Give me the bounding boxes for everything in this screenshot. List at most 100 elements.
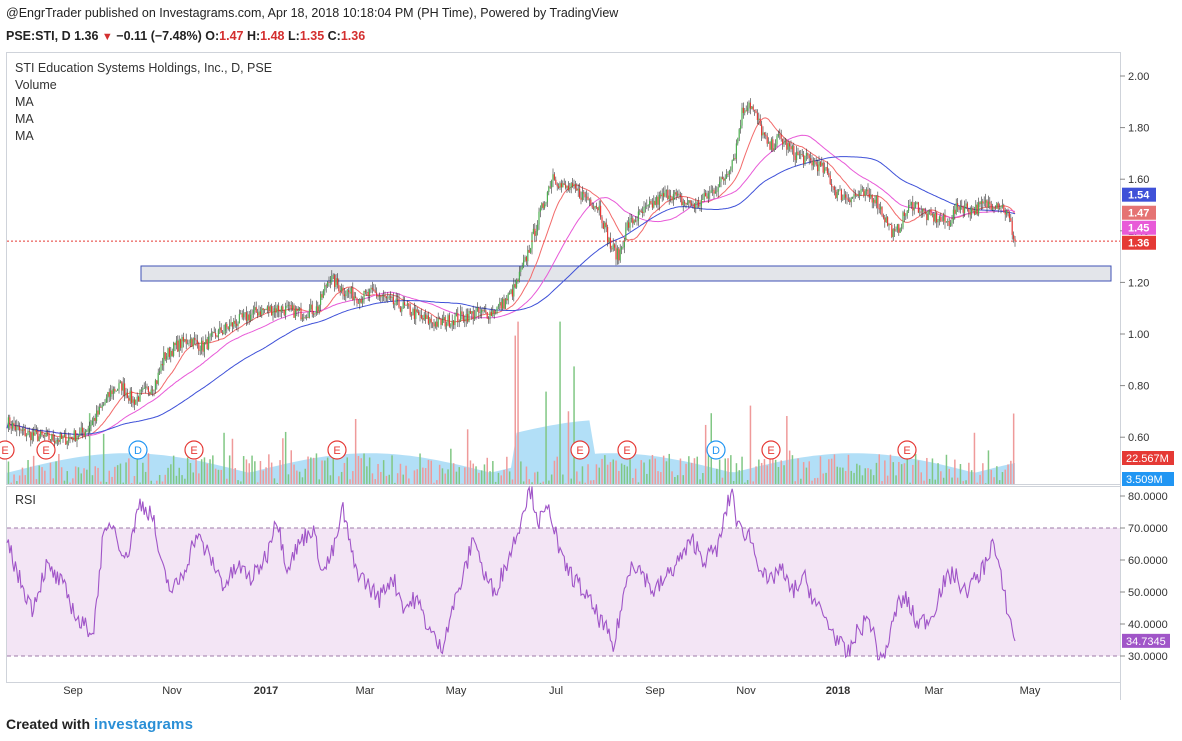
candle-body — [776, 135, 778, 145]
candle-body — [296, 308, 298, 312]
dividend-marker-icon[interactable] — [128, 440, 148, 460]
volume-bar — [637, 482, 640, 484]
candle-body — [978, 202, 980, 215]
earnings-marker-icon[interactable] — [327, 440, 347, 460]
candle-body — [294, 308, 296, 318]
symbol-label[interactable]: PSE:STI, D — [6, 29, 71, 43]
volume-bar — [682, 475, 684, 484]
last-price: 1.36 — [74, 29, 99, 43]
candle-body — [682, 201, 684, 206]
candle-body — [822, 162, 824, 173]
volume-bar — [536, 471, 539, 484]
volume-bar — [825, 472, 827, 484]
candle-body — [41, 431, 43, 435]
support-zone[interactable] — [140, 265, 1112, 282]
earnings-marker-icon[interactable] — [570, 440, 590, 460]
candle-body — [320, 294, 322, 305]
candle-body — [58, 440, 60, 442]
candle-body — [215, 333, 217, 337]
candle-body — [336, 278, 338, 285]
candle-body — [772, 139, 774, 151]
volume-bar — [584, 482, 586, 484]
candle-body — [902, 212, 904, 228]
volume-bar — [934, 479, 936, 484]
volume-bar — [567, 411, 570, 484]
candle-body — [135, 399, 137, 405]
volume-bar — [741, 456, 743, 484]
candle-body — [495, 312, 497, 314]
candle-body — [240, 313, 242, 315]
volume-bar — [856, 463, 858, 484]
volume-bar — [699, 479, 701, 484]
ma-legend-3[interactable]: MA — [15, 129, 34, 143]
volume-bar — [688, 456, 690, 484]
volume-bar — [55, 461, 57, 484]
candle-body — [220, 327, 222, 333]
volume-bar — [262, 470, 264, 484]
candle-body — [131, 390, 133, 403]
volume-bar — [105, 481, 108, 484]
candle-body — [546, 192, 548, 203]
volume-bar — [486, 457, 488, 484]
volume-bar — [643, 462, 645, 484]
volume-bar — [268, 454, 270, 484]
volume-bar — [254, 461, 256, 484]
volume-bar — [13, 474, 15, 484]
candle-body — [217, 330, 219, 338]
candle-body — [251, 313, 253, 315]
volume-bar — [452, 463, 455, 484]
candle-body — [166, 356, 168, 360]
candle-body — [198, 343, 200, 351]
candle-body — [124, 383, 126, 395]
ma-legend-2[interactable]: MA — [15, 112, 34, 126]
earnings-marker-icon[interactable] — [897, 440, 917, 460]
candle-body — [833, 186, 835, 190]
candle-body — [972, 207, 974, 211]
candle-body — [595, 206, 597, 208]
volume-bar — [293, 464, 295, 484]
volume-bar — [142, 462, 144, 484]
candle-body — [173, 342, 175, 356]
candle-body — [56, 440, 58, 442]
earnings-marker-icon[interactable] — [761, 440, 781, 460]
ma-legend-1[interactable]: MA — [15, 95, 34, 109]
earnings-marker-icon[interactable] — [36, 440, 56, 460]
candle-body — [425, 314, 427, 319]
candle-body — [993, 207, 995, 209]
candle-body — [87, 428, 89, 432]
candle-body — [863, 189, 865, 196]
rsi-value-label: 34.7345 — [1126, 636, 1166, 648]
candle-body — [349, 291, 351, 294]
candle-body — [201, 340, 203, 351]
volume-legend[interactable]: Volume — [15, 78, 57, 92]
candle-body — [16, 425, 18, 431]
candle-body — [912, 202, 914, 211]
candle-body — [798, 154, 800, 156]
candle-body — [817, 164, 819, 172]
dividend-marker-icon[interactable] — [706, 440, 726, 460]
event-marker-letter: E — [576, 445, 583, 457]
price-tick-label: 2.00 — [1128, 71, 1149, 83]
candle-body — [370, 287, 372, 290]
candle-body — [619, 249, 621, 261]
candle-body — [832, 186, 834, 188]
candle-body — [21, 429, 23, 431]
candle-body — [164, 352, 166, 360]
earnings-marker-icon[interactable] — [617, 440, 637, 460]
candle-body — [52, 434, 54, 441]
volume-bar — [797, 458, 799, 484]
candle-body — [754, 109, 756, 111]
candle-body — [206, 339, 208, 350]
candle-body — [849, 199, 851, 203]
investagrams-logo[interactable]: investagrams — [94, 716, 194, 733]
volume-bar — [259, 460, 262, 484]
earnings-marker-icon[interactable] — [0, 440, 15, 460]
candle-body — [870, 194, 872, 198]
volume-bar — [685, 463, 687, 484]
candle-body — [278, 305, 280, 312]
earnings-marker-icon[interactable] — [184, 440, 204, 460]
volume-bar — [965, 480, 967, 484]
rsi-legend[interactable]: RSI — [15, 493, 36, 507]
candle-body — [567, 185, 569, 190]
